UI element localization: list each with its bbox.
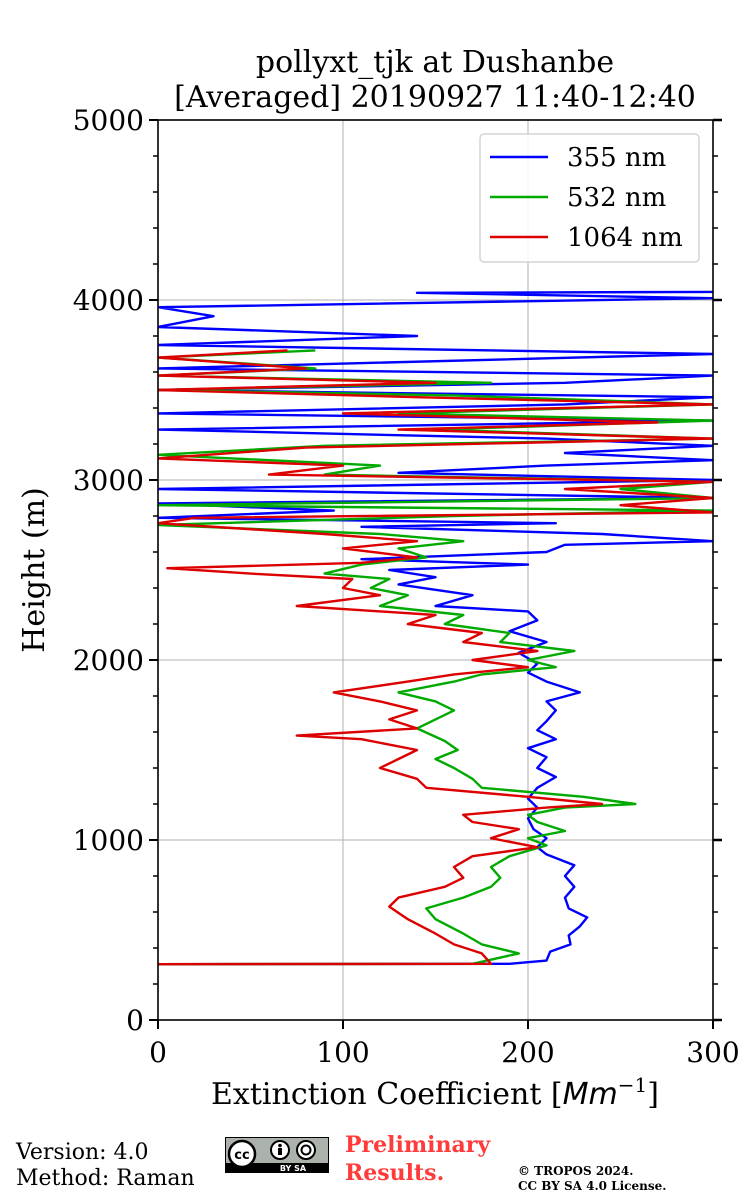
copyright-line2: CC BY SA 4.0 License. bbox=[518, 1179, 667, 1193]
y-tick-label: 0 bbox=[126, 1004, 144, 1037]
legend-label: 1064 nm bbox=[567, 223, 683, 253]
x-axis-label-exponent: −1 bbox=[618, 1073, 647, 1097]
x-axis-label-close: ] bbox=[647, 1077, 659, 1112]
x-tick-label: 100 bbox=[316, 1036, 369, 1069]
y-tick-label: 2000 bbox=[73, 644, 144, 677]
y-tick-label: 5000 bbox=[73, 104, 144, 137]
cc-icon bbox=[227, 1139, 257, 1169]
y-tick-label: 3000 bbox=[73, 464, 144, 497]
plot-frame bbox=[157, 119, 714, 1021]
x-tick-label: 300 bbox=[686, 1036, 739, 1069]
copyright-line1: © TROPOS 2024. bbox=[518, 1164, 634, 1178]
cc-badge-label: BY SA bbox=[280, 1164, 307, 1173]
x-axis-label-text: Extinction Coefficient [ bbox=[211, 1077, 563, 1112]
x-axis-label: Extinction Coefficient [Mm−1] bbox=[211, 1073, 659, 1112]
series-line-1064-nm bbox=[158, 349, 713, 966]
legend-label: 532 nm bbox=[567, 183, 666, 213]
series-lines bbox=[158, 290, 713, 966]
chart-title-line2: [Averaged] 20190927 11:40-12:40 bbox=[174, 80, 696, 115]
legend-box bbox=[479, 133, 700, 263]
axis-ticks bbox=[149, 118, 722, 1029]
y-tick-label: 4000 bbox=[73, 284, 144, 317]
extinction-chart: pollyxt_tjk at Dushanbe [Averaged] 20190… bbox=[17, 45, 740, 1112]
y-tick-labels: 0 1000 2000 3000 4000 5000 bbox=[73, 104, 144, 1037]
version-text: Version: 4.0 bbox=[16, 1140, 149, 1165]
preliminary-line2: Results. bbox=[345, 1160, 445, 1186]
x-axis-label-unit: Mm bbox=[563, 1077, 618, 1112]
legend-label: 355 nm bbox=[567, 143, 666, 173]
chart-title-line1: pollyxt_tjk at Dushanbe bbox=[256, 45, 614, 80]
legend: 355 nm 532 nm 1064 nm bbox=[479, 133, 700, 263]
method-text: Method: Raman bbox=[16, 1166, 195, 1191]
sa-icon bbox=[296, 1140, 316, 1160]
copyright-note: © TROPOS 2024. CC BY SA 4.0 License. bbox=[518, 1164, 666, 1194]
cc-by-sa-badge: cc BY SA bbox=[225, 1137, 329, 1173]
series-line-532-nm bbox=[158, 349, 713, 966]
y-tick-label: 1000 bbox=[73, 824, 144, 857]
preliminary-results-note: Preliminary Results. bbox=[345, 1131, 490, 1187]
y-axis-label: Height (m) bbox=[17, 487, 52, 652]
svg-text:cc: cc bbox=[234, 1148, 249, 1163]
x-tick-label: 0 bbox=[149, 1036, 167, 1069]
preliminary-line1: Preliminary bbox=[345, 1132, 491, 1158]
x-tick-label: 200 bbox=[501, 1036, 554, 1069]
x-tick-labels: 0 100 200 300 bbox=[149, 1036, 740, 1069]
